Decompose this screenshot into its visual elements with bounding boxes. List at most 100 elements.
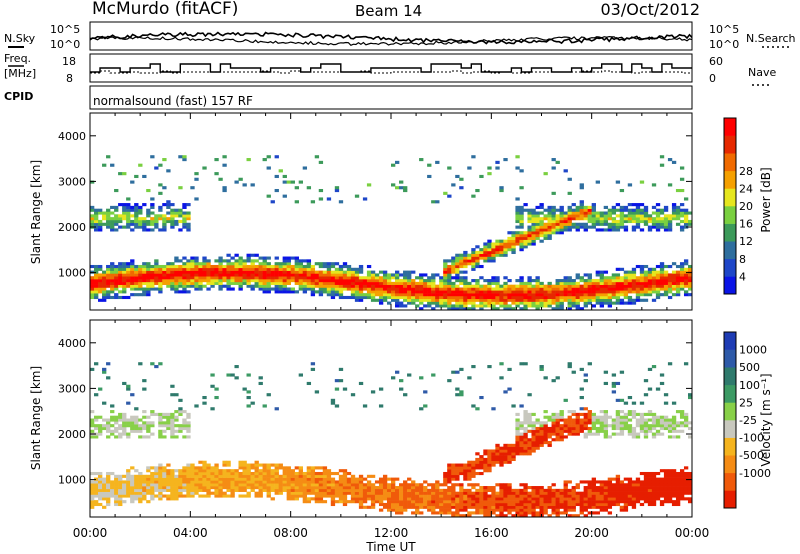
heatmap-cell xyxy=(294,256,299,260)
heatmap-cell xyxy=(583,298,588,302)
heatmap-cell xyxy=(499,502,504,507)
heatmap-cell xyxy=(310,486,316,490)
heatmap-cell xyxy=(318,284,324,288)
heatmap-cell xyxy=(262,276,267,280)
heatmap-cell xyxy=(447,494,452,498)
heatmap-cell xyxy=(635,205,641,209)
heatmap-cell xyxy=(411,500,416,504)
heatmap-cell xyxy=(334,494,340,498)
heatmap-cell xyxy=(242,483,247,487)
heatmap-cell xyxy=(635,497,641,501)
heatmap-cell xyxy=(539,491,544,495)
heatmap-cell xyxy=(322,486,328,490)
heatmap-cell xyxy=(479,264,484,269)
heatmap-cell xyxy=(499,284,504,288)
heatmap-cell xyxy=(90,424,95,428)
heatmap-cell xyxy=(539,488,544,492)
heatmap-cell xyxy=(567,508,572,512)
heatmap-cell xyxy=(507,287,512,291)
heatmap-cell xyxy=(667,222,673,226)
heatmap-cell xyxy=(342,281,348,285)
heatmap-cell xyxy=(571,290,576,294)
heatmap-cell xyxy=(218,281,223,285)
heatmap-cell xyxy=(322,284,328,288)
heatmap-cell xyxy=(459,304,464,308)
heatmap-cell xyxy=(599,281,604,285)
heatmap-cell xyxy=(583,494,588,498)
power-colorbar-label: Power [dB] xyxy=(759,167,773,232)
heatmap-cell xyxy=(162,214,167,218)
heatmap-cell xyxy=(118,276,123,280)
heatmap-cell xyxy=(90,276,95,280)
heatmap-cell xyxy=(330,270,336,274)
heatmap-cell xyxy=(623,214,629,218)
heatmap-cell xyxy=(631,279,637,283)
heatmap-cell xyxy=(655,284,661,288)
heatmap-cell xyxy=(439,497,444,501)
colorbar-tick-label: 20 xyxy=(739,200,753,213)
heatmap-cell xyxy=(182,477,187,481)
heatmap-cell xyxy=(495,505,500,509)
heatmap-cell xyxy=(182,287,187,291)
heatmap-cell xyxy=(635,424,641,428)
heatmap-cell xyxy=(122,273,127,277)
heatmap-cell xyxy=(354,287,360,291)
heatmap-cell xyxy=(126,273,131,277)
heatmap-cell xyxy=(403,293,408,297)
heatmap-cell xyxy=(194,259,199,263)
heatmap-cell xyxy=(619,267,625,271)
heatmap-cell xyxy=(206,494,211,498)
heatmap-cell xyxy=(122,426,127,431)
heatmap-cell xyxy=(154,412,159,416)
nsky-tick-bottom: 10^0 xyxy=(50,38,80,51)
heatmap-cell xyxy=(575,214,580,218)
heatmap-cell xyxy=(491,505,496,509)
heatmap-cell xyxy=(214,463,219,467)
heatmap-cell xyxy=(302,276,308,280)
heatmap-cell xyxy=(90,290,95,294)
heatmap-cell xyxy=(94,217,99,221)
heatmap-cell xyxy=(399,186,404,190)
heatmap-cell xyxy=(298,491,303,495)
heatmap-cell xyxy=(675,208,681,212)
heatmap-cell xyxy=(126,471,131,476)
heatmap-cell xyxy=(118,214,123,218)
heatmap-cell xyxy=(374,273,380,277)
heatmap-cell xyxy=(407,295,412,300)
heatmap-cell xyxy=(475,497,480,501)
heatmap-cell xyxy=(539,290,544,294)
heatmap-cell xyxy=(134,284,139,288)
heatmap-cell xyxy=(631,401,637,405)
heatmap-cell xyxy=(142,415,147,419)
heatmap-cell xyxy=(366,281,372,285)
heatmap-cell xyxy=(358,270,364,274)
heatmap-cell xyxy=(146,228,151,232)
heatmap-cell xyxy=(507,491,512,495)
heatmap-cell xyxy=(346,273,352,277)
heatmap-cell xyxy=(475,407,480,411)
heatmap-cell xyxy=(515,236,520,240)
heatmap-cell xyxy=(122,267,127,271)
date-title: 03/Oct/2012 xyxy=(600,0,700,19)
heatmap-cell xyxy=(483,514,488,518)
heatmap-cell xyxy=(459,494,464,498)
heatmap-cell xyxy=(675,488,681,492)
heatmap-cell xyxy=(567,410,572,414)
heatmap-cell xyxy=(679,228,685,232)
heatmap-cell xyxy=(527,441,532,445)
heatmap-cell xyxy=(214,259,219,263)
heatmap-cell xyxy=(659,155,665,159)
heatmap-cell xyxy=(499,486,504,490)
heatmap-cell xyxy=(595,214,600,218)
heatmap-cell xyxy=(246,480,251,484)
heatmap-cell xyxy=(587,219,592,224)
heatmap-cell xyxy=(463,463,468,467)
heatmap-cell xyxy=(603,424,609,428)
colorbar-tick-label: -25 xyxy=(739,414,757,427)
heatmap-cell xyxy=(286,477,291,481)
heatmap-cell xyxy=(170,469,175,473)
heatmap-cell xyxy=(575,415,580,419)
heatmap-cell xyxy=(687,491,693,495)
heatmap-cell xyxy=(90,435,95,439)
heatmap-cell xyxy=(499,452,504,456)
